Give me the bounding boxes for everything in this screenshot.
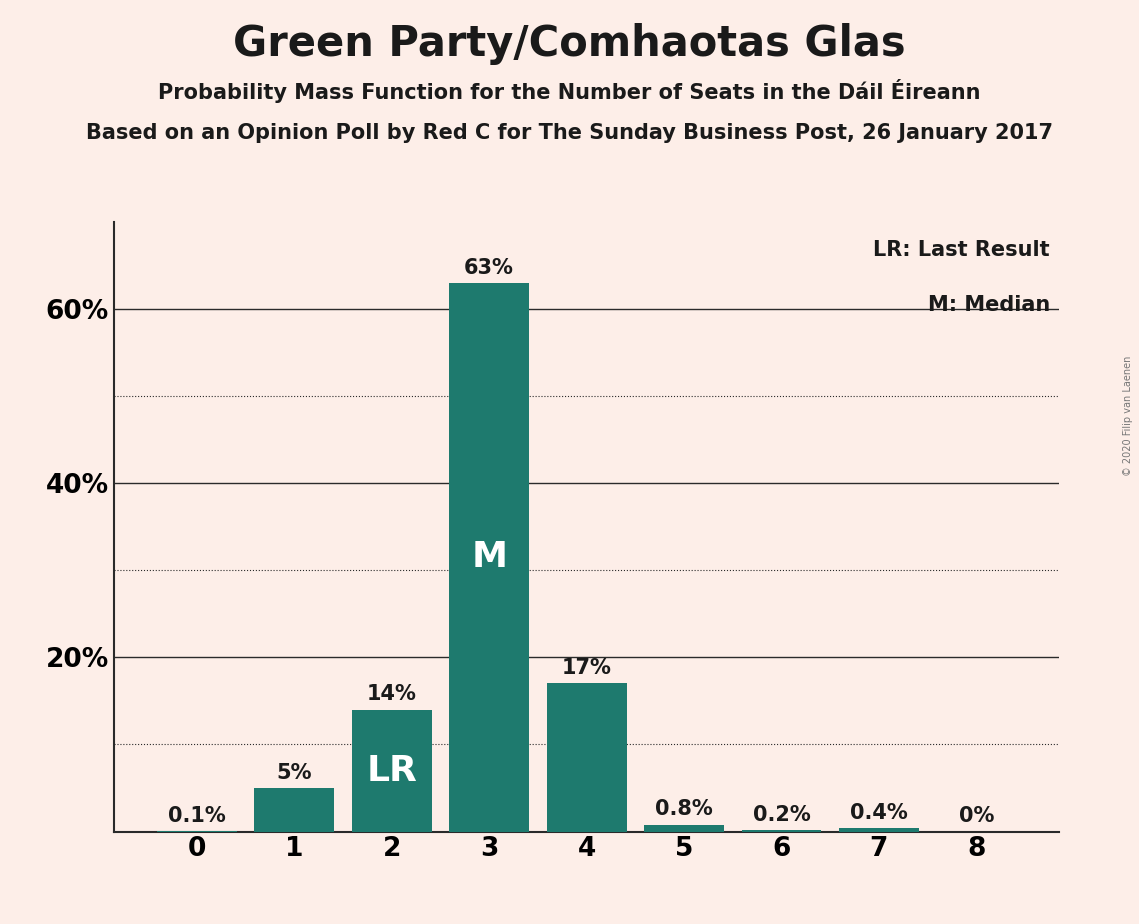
Text: 17%: 17% [562,658,612,678]
Text: LR: LR [367,754,417,787]
Text: Green Party/Comhaotas Glas: Green Party/Comhaotas Glas [233,23,906,65]
Text: 14%: 14% [367,685,417,704]
Text: 0.2%: 0.2% [753,805,810,824]
Text: M: Median: M: Median [927,295,1050,315]
Text: Probability Mass Function for the Number of Seats in the Dáil Éireann: Probability Mass Function for the Number… [158,79,981,103]
Bar [741,830,821,832]
Bar [352,710,432,832]
Bar [449,283,530,832]
Bar [839,828,919,832]
Text: Based on an Opinion Poll by Red C for The Sunday Business Post, 26 January 2017: Based on an Opinion Poll by Red C for Th… [87,123,1052,143]
Bar [254,788,334,832]
Text: © 2020 Filip van Laenen: © 2020 Filip van Laenen [1123,356,1133,476]
Text: 0%: 0% [959,807,994,826]
Text: 0.4%: 0.4% [850,803,908,823]
Bar [644,824,724,832]
Text: 63%: 63% [465,258,514,277]
Text: M: M [472,541,507,574]
Text: LR: Last Result: LR: Last Result [874,240,1050,260]
Text: 5%: 5% [277,763,312,783]
Text: 0.1%: 0.1% [167,806,226,825]
Text: 0.8%: 0.8% [655,799,713,820]
Bar [547,684,626,832]
